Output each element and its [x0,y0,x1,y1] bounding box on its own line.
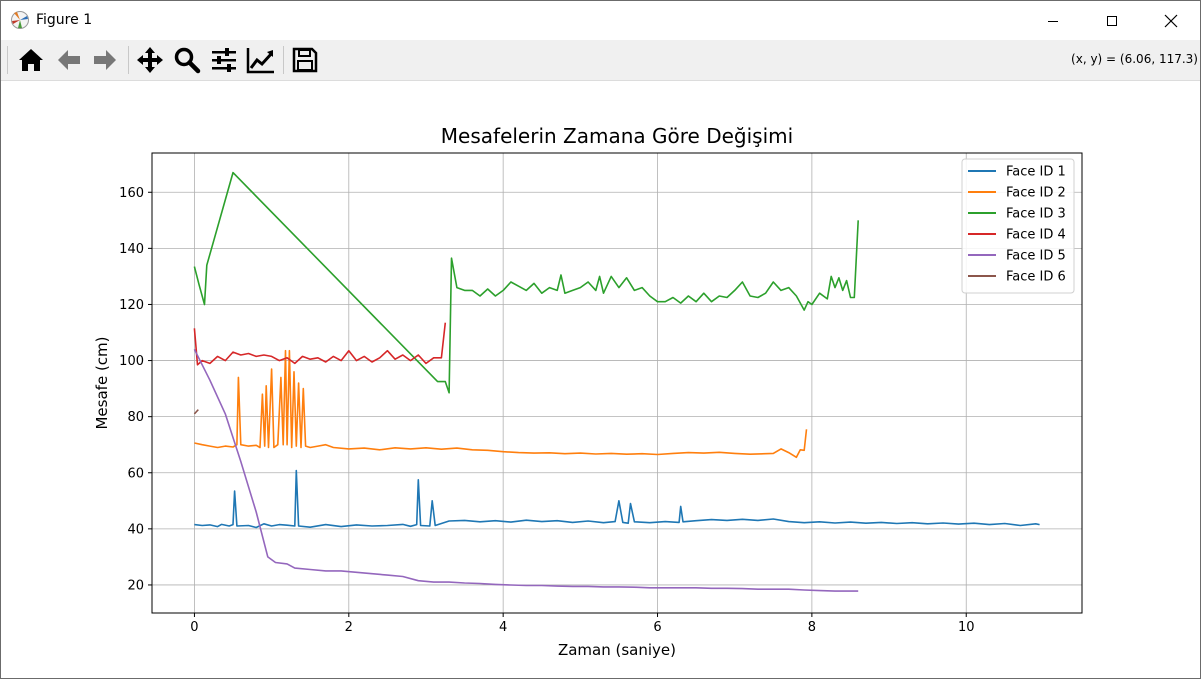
x-axis-ticks: 0 2 4 6 8 10 [190,613,975,635]
title-bar: Figure 1 [1,1,1200,40]
legend-label: Face ID 5 [1006,249,1066,264]
pan-button[interactable] [134,44,166,76]
y-axis-label: Mesafe (cm) [93,336,111,429]
back-button[interactable] [53,44,85,76]
save-icon [292,47,318,73]
y-tick-label: 60 [127,466,144,481]
axes-frame [151,152,1083,614]
x-tick-label: 6 [653,620,661,635]
pan-icon [137,47,163,73]
series-line-face-id-6 [193,409,199,415]
y-tick-label: 40 [127,522,144,537]
toolbar-separator [7,46,8,74]
save-button[interactable] [289,44,321,76]
home-button[interactable] [15,44,47,76]
close-icon [1164,14,1178,27]
y-tick-label: 20 [127,578,144,593]
y-axis-ticks: 20 40 60 80 100 120 140 160 [119,186,152,593]
legend-label: Face ID 3 [1006,207,1066,222]
zoom-button[interactable] [171,44,203,76]
maximize-icon [1107,15,1117,26]
window-title: Figure 1 [36,12,93,28]
home-icon [19,49,43,71]
y-tick-label: 160 [119,186,144,201]
legend-label: Face ID 2 [1006,186,1066,201]
toolbar-separator [128,46,129,74]
series-line-face-id-5 [193,348,859,592]
series-line-face-id-1 [194,469,1040,529]
x-tick-label: 0 [190,620,198,635]
y-tick-label: 100 [119,354,144,369]
legend-label: Face ID 1 [1006,165,1066,180]
x-tick-label: 4 [499,620,507,635]
legend-label: Face ID 4 [1006,228,1066,243]
x-tick-label: 2 [345,620,353,635]
y-tick-label: 140 [119,242,144,257]
configure-subplots-icon [212,48,236,72]
forward-button[interactable] [89,44,121,76]
back-icon [58,50,80,70]
y-tick-label: 120 [119,298,144,313]
forward-icon [94,50,116,70]
edit-axis-button[interactable] [245,44,277,76]
minimize-button[interactable] [1024,1,1082,40]
minimize-icon [1048,20,1058,22]
series-line-face-id-2 [194,349,808,459]
x-tick-label: 8 [808,620,816,635]
chart-title: Mesafelerin Zamana Göre Değişimi [441,124,793,148]
x-axis-label: Zaman (saniye) [558,641,676,659]
figure-canvas[interactable]: Mesafelerin Zamana Göre Değişimi 0 2 4 6 8 10… [1,81,1200,678]
series-line-face-id-3 [193,171,859,394]
y-tick-label: 80 [127,410,144,425]
cursor-coordinates: (x, y) = (6.06, 117.3) [1071,52,1198,66]
legend-label: Face ID 6 [1006,270,1066,285]
legend: Face ID 1 Face ID 2 Face ID 3 Face ID 4 Face… [961,158,1075,294]
configure-subplots-button[interactable] [208,44,240,76]
edit-axis-icon [246,48,274,74]
zoom-icon [174,47,201,74]
series-line-face-id-4 [193,322,447,366]
maximize-button[interactable] [1083,1,1141,40]
x-tick-label: 10 [958,620,975,635]
matplotlib-app-icon [11,11,29,29]
series-lines [193,171,1040,592]
close-button[interactable] [1142,1,1200,40]
gridlines [152,153,1082,613]
navigation-toolbar: (x, y) = (6.06, 117.3) [1,40,1200,81]
toolbar-separator [283,46,284,74]
